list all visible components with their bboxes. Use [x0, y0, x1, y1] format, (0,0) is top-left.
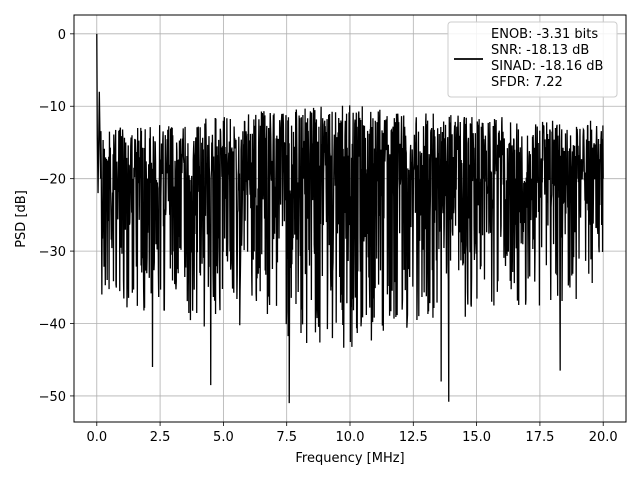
x-axis-label: Frequency [MHz]	[295, 451, 404, 466]
legend: ENOB: -3.31 bits SNR: -18.13 dB SINAD: -…	[447, 21, 618, 98]
legend-snr: SNR: -18.13 dB	[491, 43, 589, 58]
y-tick-label: −10	[39, 100, 66, 115]
y-tick-label: 0	[58, 28, 66, 43]
legend-sfdr: SFDR: 7.22	[491, 75, 563, 90]
x-tick-label: 7.5	[276, 430, 297, 445]
legend-sinad: SINAD: -18.16 dB	[491, 59, 603, 74]
x-tick-label: 15.0	[462, 430, 491, 445]
y-tick-label: −20	[39, 173, 66, 188]
legend-enob: ENOB: -3.31 bits	[491, 27, 598, 42]
x-tick-label: 0.0	[86, 430, 107, 445]
y-axis-ticks: 0 −10 −20 −30 −40 −50	[39, 28, 74, 405]
x-axis-ticks: 0.0 2.5 5.0 7.5 10.0 12.5 15.0 17.5 20.0	[86, 422, 618, 445]
x-tick-label: 5.0	[213, 430, 234, 445]
legend-box	[447, 21, 618, 98]
x-tick-label: 2.5	[150, 430, 171, 445]
y-axis-label: PSD [dB]	[14, 190, 29, 248]
y-tick-label: −30	[39, 245, 66, 260]
y-tick-label: −50	[39, 390, 66, 405]
x-tick-label: 10.0	[336, 430, 365, 445]
x-tick-label: 17.5	[525, 430, 554, 445]
x-tick-label: 12.5	[399, 430, 428, 445]
psd-trace	[96, 33, 604, 404]
x-tick-label: 20.0	[589, 430, 618, 445]
series-layer	[96, 33, 604, 404]
y-tick-label: −40	[39, 318, 66, 333]
